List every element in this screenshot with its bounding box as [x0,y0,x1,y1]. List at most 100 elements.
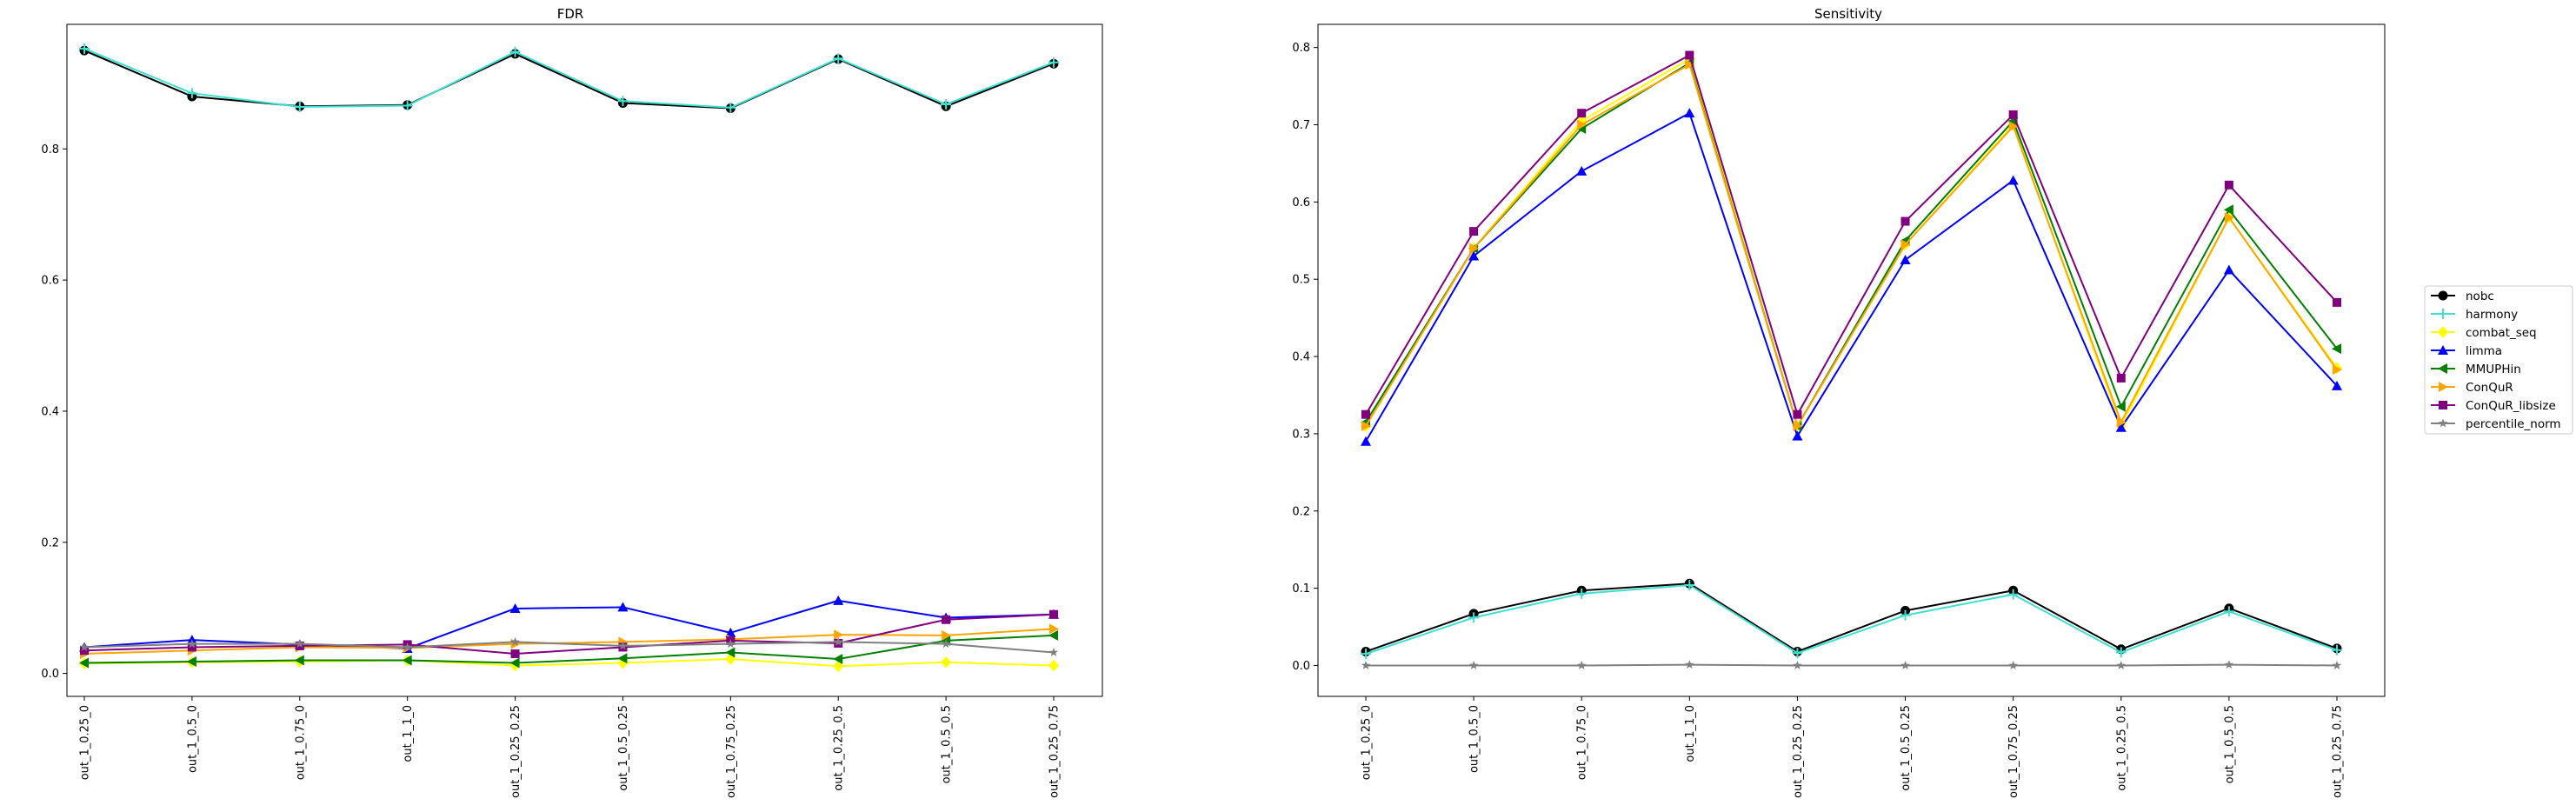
legend-label: limma [2466,344,2502,358]
fdr-point-harmony [1048,57,1059,68]
sensitivity-point-conqur [1577,119,1588,130]
fdr-point-percentile-norm [726,639,736,649]
sensitivity-point-percentile-norm [1685,660,1694,669]
fdr-ytick-label: 0.6 [41,275,59,288]
fdr-xtick-label: out_1_0.25_0.75 [1048,705,1062,798]
legend-item-nobc: nobc [2431,290,2494,303]
sensitivity-point-limma [1900,254,1911,264]
fdr-point-harmony [725,102,736,113]
legend-item-conqur-libsize: ConQuR_libsize [2431,399,2556,413]
fdr-point-mmuphin [1048,629,1058,641]
sensitivity-point-conqur-libsize [2116,373,2126,383]
sensitivity-ytick-label: 0.1 [1292,582,1310,596]
sensitivity-point-limma [2007,175,2019,185]
fdr-xtick-label: out_1_0.5_0.5 [941,705,954,783]
fdr-point-mmuphin [294,655,304,666]
fdr-ytick-label: 0.8 [41,143,59,156]
sensitivity-point-limma [1792,430,1803,441]
sensitivity-ytick-label: 0.5 [1292,274,1310,287]
fdr-point-percentile-norm [833,636,843,646]
fdr-ytick-label: 0.4 [41,405,59,418]
legend-item-harmony: harmony [2431,308,2518,322]
fdr-point-mmuphin [725,647,736,658]
sensitivity-line-limma [1365,112,2338,443]
fdr-line-limma [83,599,1055,649]
legend-marker-combat-seq [2438,326,2448,338]
fdr-point-harmony [509,46,521,57]
fdr-point-limma [617,602,629,612]
sensitivity-point-percentile-norm [1361,660,1371,669]
sensitivity-point-conqur-libsize [2224,180,2233,190]
sensitivity-line-mmuphin [1365,62,2338,428]
fdr-chart-title: FDR [557,6,584,22]
sensitivity-line-nobc [1365,582,2338,653]
fdr-point-conqur-libsize [510,649,520,658]
sensitivity-chart: Sensitivity 0.00.10.20.30.40.50.60.70.8 … [1292,6,2386,798]
fdr-line-conqur-libsize [83,613,1055,655]
sensitivity-point-harmony [2115,647,2127,658]
fdr-line-combat-seq [83,658,1055,668]
fdr-point-mmuphin [402,655,412,666]
sensitivity-point-harmony [2007,589,2019,600]
fdr-point-harmony [186,88,197,99]
legend-label: harmony [2466,308,2518,322]
sensitivity-point-limma [1468,250,1480,261]
legend-item-mmuphin: MMUPHin [2431,363,2521,376]
legend-marker-conqur-libsize [2439,401,2447,409]
fdr-point-limma [725,627,736,637]
sensitivity-point-limma [1576,165,1588,176]
fdr-point-percentile-norm [510,636,520,646]
sensitivity-xtick-label: out_1_0.25_0 [1361,705,1374,780]
sensitivity-ytick-label: 0.8 [1292,42,1310,55]
fdr-line-conqur [83,628,1055,655]
fdr-point-mmuphin [833,654,843,665]
legend-item-limma: limma [2431,344,2502,358]
sensitivity-point-conqur [1793,421,1803,432]
legend-marker-mmuphin [2438,363,2447,374]
sensitivity-point-mmuphin [2115,401,2126,412]
fdr-line-percentile-norm [83,641,1055,654]
fdr-line-nobc [83,50,1055,110]
legend-label: ConQuR_libsize [2466,399,2556,413]
fdr-point-percentile-norm [295,639,305,649]
fdr-point-harmony [941,99,952,110]
sensitivity-ytick-label: 0.7 [1292,119,1310,132]
sensitivity-point-harmony [1576,588,1588,599]
sensitivity-series-percentile-norm [1361,660,2342,669]
sensitivity-point-limma [2223,264,2234,275]
fdr-point-mmuphin [79,657,89,669]
sensitivity-point-conqur-libsize [1469,227,1479,236]
sensitivity-point-conqur-libsize [2008,110,2018,119]
fdr-point-conqur [834,629,844,641]
sensitivity-point-conqur [2333,364,2342,376]
sensitivity-point-percentile-norm [1468,660,1479,669]
sensitivity-point-conqur-libsize [2333,297,2341,307]
legend-item-conqur: ConQuR [2431,381,2513,395]
sensitivity-point-mmuphin [2332,343,2341,355]
sensitivity-series-conqur-libsize [1361,50,2341,419]
fdr-point-conqur-libsize [1049,609,1058,619]
legend-frame [2424,285,2573,435]
fdr-point-harmony [294,102,305,113]
fdr-xtick-label: out_1_0.25_0.25 [509,705,523,798]
fdr-point-combat-seq [941,656,952,669]
fdr-xtick-label: out_1_0.75_0 [294,705,307,780]
fdr-line-mmuphin [83,634,1055,664]
legend-marker-percentile-norm [2438,418,2448,428]
fdr-axes-frame [66,23,1103,697]
fdr-point-percentile-norm [187,639,197,649]
sensitivity-series-harmony [1361,580,2342,660]
sensitivity-point-percentile-norm [1793,660,1802,669]
sensitivity-point-harmony [1900,609,1911,621]
sensitivity-point-limma [1684,108,1695,118]
sensitivity-ytick-label: 0.3 [1292,428,1310,441]
fdr-point-conqur-libsize [80,646,89,656]
fdr-point-mmuphin [186,656,196,668]
legend-label: ConQuR [2466,381,2513,395]
legend-marker-nobc [2438,290,2448,301]
sensitivity-line-percentile-norm [1366,663,2338,667]
fdr-xtick-label: out_1_1_0 [402,705,415,762]
fdr-point-mmuphin [617,653,628,664]
fdr-point-percentile-norm [941,639,951,649]
